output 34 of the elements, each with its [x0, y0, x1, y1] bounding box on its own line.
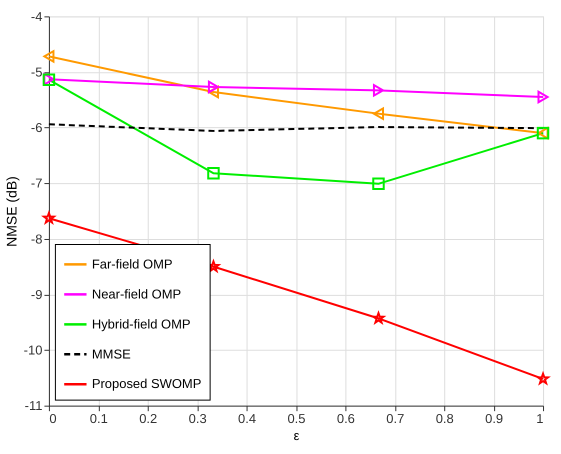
y-axis-title: NMSE (dB) — [4, 176, 20, 247]
point — [372, 107, 384, 120]
point — [43, 50, 54, 63]
x-axis-title: ε — [294, 428, 300, 444]
legend-label: Near-field OMP — [92, 286, 182, 302]
x-tick-label: 0.1 — [90, 411, 108, 426]
point — [372, 178, 385, 190]
x-tick-label: 0.8 — [436, 411, 454, 426]
y-tick-label: -10 — [24, 342, 42, 358]
legend-label: MMSE — [92, 346, 132, 362]
point — [538, 90, 549, 104]
x-tick-label: 0 — [49, 411, 57, 426]
point — [208, 86, 219, 98]
x-tick-label: 0.4 — [238, 411, 256, 426]
y-tick-label: -6 — [30, 120, 42, 136]
x-tick-label: 0.2 — [139, 411, 158, 426]
y-tick-label: -8 — [30, 231, 42, 246]
point — [372, 84, 384, 97]
legend-label: Far-field OMP — [92, 256, 173, 272]
x-tick-label: 0.6 — [336, 411, 355, 426]
y-tick-label: -9 — [30, 286, 42, 302]
y-tick-label: -7 — [30, 176, 42, 191]
x-tick-label: 0.3 — [188, 411, 207, 426]
x-tick-label: 1 — [536, 411, 544, 426]
y-tick-label: -11 — [24, 398, 42, 414]
legend-label: Hybrid-field OMP — [92, 316, 191, 332]
y-tick-label: -4 — [30, 8, 42, 24]
point — [207, 166, 220, 180]
x-tick-label: 0.5 — [287, 411, 306, 426]
y-tick-label: -5 — [30, 64, 42, 80]
x-tick-label: 0.9 — [485, 411, 504, 426]
point — [208, 80, 219, 94]
legend-label: Proposed SWOMP — [92, 376, 202, 392]
x-tick-label: 0.7 — [386, 411, 404, 426]
